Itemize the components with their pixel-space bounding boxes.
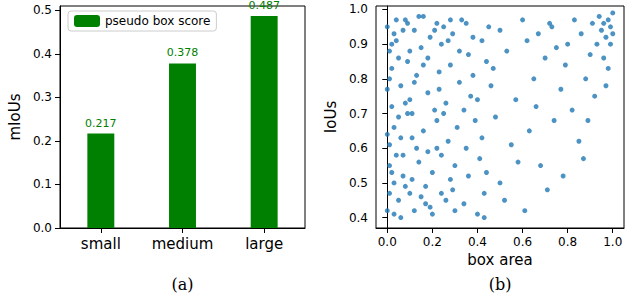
svg-text:large: large [245,235,283,253]
svg-text:0.2: 0.2 [423,235,442,249]
svg-text:medium: medium [152,235,214,253]
svg-text:(a): (a) [171,275,193,294]
svg-text:0.217: 0.217 [85,117,117,130]
svg-text:0.2: 0.2 [33,134,52,148]
svg-text:0.8: 0.8 [558,235,577,249]
svg-text:0.8: 0.8 [349,72,368,86]
svg-text:0.1: 0.1 [33,177,52,191]
svg-text:0.0: 0.0 [378,235,397,249]
svg-text:0.4: 0.4 [349,211,368,225]
svg-text:small: small [81,235,121,253]
svg-text:0.6: 0.6 [349,141,368,155]
svg-text:0.9: 0.9 [349,37,368,51]
svg-text:1.0: 1.0 [603,235,622,249]
svg-text:0.5: 0.5 [33,3,52,17]
svg-text:0.378: 0.378 [167,46,199,59]
svg-text:mIoUs: mIoUs [6,93,24,140]
svg-text:pseudo box score: pseudo box score [105,14,210,28]
svg-text:0.5: 0.5 [349,176,368,190]
svg-text:IoUs: IoUs [322,101,340,134]
svg-text:0.3: 0.3 [33,90,52,104]
svg-text:0.4: 0.4 [33,47,52,61]
svg-text:0.6: 0.6 [513,235,532,249]
svg-text:1.0: 1.0 [349,2,368,16]
svg-text:0.4: 0.4 [468,235,487,249]
svg-text:0.0: 0.0 [33,221,52,235]
svg-text:box area: box area [467,251,532,269]
svg-text:0.7: 0.7 [349,107,368,121]
svg-text:0.487: 0.487 [248,0,280,12]
svg-text:(b): (b) [489,275,512,294]
